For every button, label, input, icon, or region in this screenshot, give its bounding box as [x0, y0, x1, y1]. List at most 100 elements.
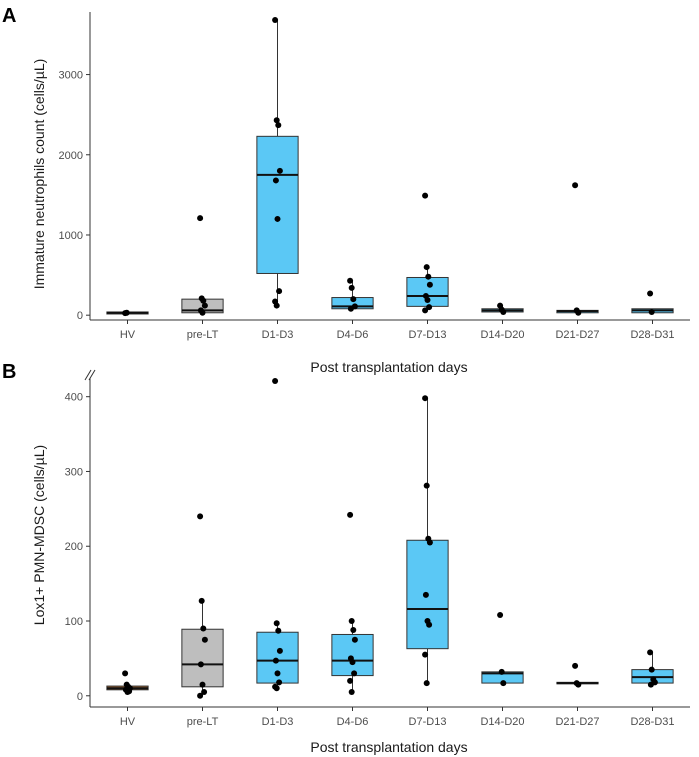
data-point — [197, 513, 204, 520]
data-point — [348, 284, 355, 291]
data-point — [272, 177, 279, 184]
panel-a-x-tick-label: D1-D3 — [262, 329, 294, 341]
data-point — [647, 649, 654, 656]
panel-a-box-D4-D6 — [331, 277, 374, 312]
data-point — [122, 670, 129, 677]
data-point — [273, 685, 280, 692]
data-point — [351, 636, 358, 643]
data-point — [274, 215, 281, 222]
panel-a-x-tick-label: D4-D6 — [337, 329, 369, 341]
data-point — [347, 511, 354, 518]
panel-b-axis-break-mark — [84, 369, 92, 381]
data-point — [347, 305, 354, 312]
panel-b-x-tick-label: D1-D3 — [262, 716, 294, 728]
data-point — [572, 662, 579, 669]
data-point — [200, 297, 207, 304]
data-point — [423, 680, 430, 687]
data-point — [498, 668, 505, 675]
data-point — [273, 302, 280, 309]
panel-a-y-tick-label: 0 — [77, 310, 83, 322]
panel-b-y-tick-label: 400 — [65, 392, 83, 404]
data-point — [648, 308, 655, 315]
data-point — [272, 657, 279, 664]
panel-b-box-D7-D13 — [406, 395, 449, 687]
data-point — [199, 681, 206, 688]
data-point — [201, 689, 208, 696]
data-point — [422, 192, 429, 199]
panel-a-box-D28-D31 — [631, 290, 674, 315]
panel-b-y-axis-title: Lox1+ PMN-MDSC (cells/µL) — [31, 445, 47, 625]
data-point — [276, 679, 283, 686]
data-point — [276, 288, 283, 295]
panel-a-box-pre-LT — [181, 215, 224, 316]
data-point — [126, 688, 133, 695]
panel-b-box-HV — [106, 670, 149, 696]
data-point — [575, 309, 582, 316]
data-point — [350, 626, 357, 633]
data-point — [500, 308, 507, 315]
data-point — [426, 539, 433, 546]
data-point — [500, 680, 507, 687]
panel-a: A Immature neutrophils count (cells/µL) … — [2, 5, 690, 375]
data-point — [348, 689, 355, 696]
data-point — [647, 681, 654, 688]
data-point — [197, 661, 204, 668]
data-point — [426, 621, 433, 628]
data-point — [200, 625, 207, 632]
panel-a-plot: 0 1000 2000 3000 HV pre-LT D1-D3 D4-D6 D7-D13 D14… — [59, 12, 690, 341]
data-point — [648, 666, 655, 673]
panel-b-box-D28-D31 — [631, 649, 674, 688]
panel-a-y-axis-title: Immature neutrophils count (cells/µL) — [31, 59, 47, 290]
panel-a-box-D1-D3 — [256, 17, 299, 309]
data-point — [275, 122, 282, 129]
panel-b: B Lox1+ PMN-MDSC (cells/µL) Post transpl… — [2, 361, 690, 755]
panel-b-x-tick-label: D7-D13 — [409, 716, 447, 728]
data-point — [276, 167, 283, 174]
panel-b-x-axis-title: Post transplantation days — [310, 739, 467, 755]
data-point — [199, 309, 206, 316]
panel-b-y-tick-label: 100 — [65, 616, 83, 628]
box-iqr — [256, 135, 299, 274]
panel-b-y-tick-label: 300 — [65, 466, 83, 478]
panel-b-box-D4-D6 — [331, 511, 374, 696]
panel-b-x-tick-label: HV — [120, 716, 136, 728]
data-point — [575, 681, 582, 688]
panel-a-box-HV — [106, 309, 149, 317]
panel-a-y-tick-label: 1000 — [59, 230, 83, 242]
data-point — [424, 296, 431, 303]
panel-b-x-tick-label: D14-D20 — [480, 716, 524, 728]
panel-b-plot: 0 100 200 300 400 HV pre-LT D1-D3 D4-D6 D7-D13 D14… — [65, 369, 690, 728]
data-point — [347, 277, 354, 284]
data-point — [272, 377, 279, 384]
panel-b-box-D1-D3 — [256, 377, 299, 692]
panel-a-x-tick-label: D14-D20 — [480, 329, 524, 341]
data-point — [274, 670, 281, 677]
data-point — [422, 307, 429, 314]
panel-b-x-tick-label: D21-D27 — [555, 716, 599, 728]
data-point — [201, 302, 208, 309]
panel-a-box-D14-D20 — [481, 302, 524, 315]
panel-a-x-axis-title: Post transplantation days — [310, 359, 467, 375]
box-iqr — [181, 628, 224, 688]
data-point — [426, 304, 433, 311]
data-point — [425, 273, 432, 280]
panel-b-x-tick-label: pre-LT — [187, 716, 219, 728]
data-point — [198, 597, 205, 604]
data-point — [350, 296, 357, 303]
data-point — [422, 591, 429, 598]
data-point — [647, 290, 654, 297]
panel-b-y-tick-label: 200 — [65, 541, 83, 553]
panel-a-y-tick-label: 3000 — [59, 70, 83, 82]
data-point — [347, 677, 354, 684]
data-point — [201, 636, 208, 643]
panel-b-x-tick-label: D28-D31 — [630, 716, 674, 728]
data-point — [275, 627, 282, 634]
panel-a-x-tick-label: pre-LT — [187, 329, 219, 341]
data-point — [197, 692, 204, 699]
data-point — [197, 215, 204, 222]
panel-a-x-tick-label: D21-D27 — [555, 329, 599, 341]
data-point — [273, 117, 280, 124]
panel-a-x-tick-label: HV — [120, 329, 136, 341]
data-point — [272, 17, 279, 24]
